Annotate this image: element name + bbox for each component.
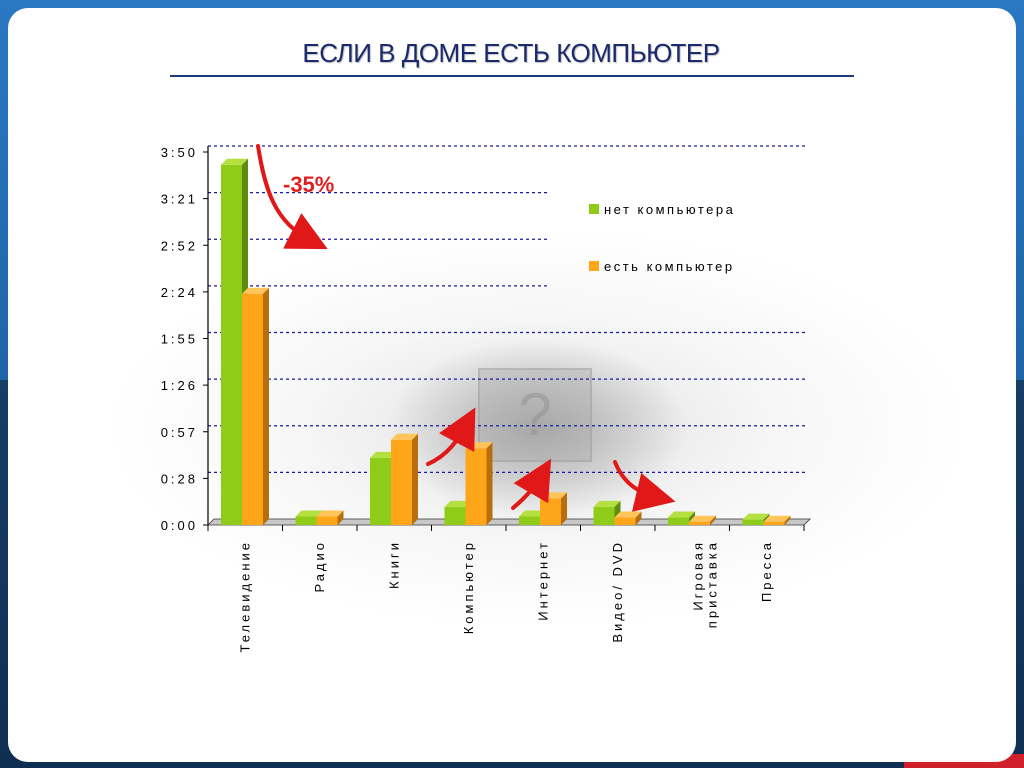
y-tick-label: 2:52 (161, 238, 198, 253)
legend-swatch-with-computer (589, 261, 599, 271)
slide-title: ЕСЛИ В ДОМЕ ЕСТЬ КОМПЬЮТЕР (302, 38, 720, 68)
bar-with-computer (316, 510, 344, 525)
trend-arrow-icon (613, 460, 676, 512)
legend: нет компьютера есть компьютер (589, 202, 735, 274)
bar-with-computer (242, 287, 269, 525)
x-tick-label: Компьютер (461, 540, 476, 634)
x-tick-label: Радио (312, 540, 327, 593)
annotations: -35% (256, 144, 676, 512)
y-tick-label: 1:55 (161, 332, 198, 347)
legend-label-with-computer: есть компьютер (604, 259, 735, 274)
x-tick-labels: Телевидение Радио Книги Компьютер Интернет Ви… (237, 540, 774, 652)
legend-swatch-no-computer (589, 204, 599, 214)
trend-arrow-icon (426, 407, 476, 466)
trend-arrow-icon (256, 144, 328, 250)
bar-with-computer (540, 492, 567, 525)
bar-with-computer (689, 515, 716, 525)
y-tick-label: 0:00 (161, 518, 198, 533)
bars (221, 158, 791, 525)
annotation-percent: -35% (283, 172, 334, 197)
y-tick-label: 3:50 (161, 145, 198, 160)
bar-with-computer (391, 433, 418, 525)
legend-label-no-computer: нет компьютера (604, 202, 735, 217)
y-tick-label: 1:26 (161, 378, 198, 393)
bar-with-computer (465, 442, 493, 525)
y-tick-label: 0:28 (161, 471, 198, 486)
x-tick-label: Телевидение (237, 540, 252, 652)
x-tick-label: Пресса (759, 540, 774, 602)
y-tick-label: 2:24 (161, 285, 198, 300)
y-tick-label: 3:21 (161, 192, 198, 207)
bar-with-computer (763, 515, 791, 525)
grid-lines (208, 145, 806, 474)
y-tick-labels: 0:00 0:28 0:57 1:26 1:55 2:24 2:52 3:21 3:50 (161, 145, 198, 533)
x-tick-label: Видео/ DVD (610, 540, 625, 643)
x-tick-label: Игроваяприставка (690, 540, 719, 628)
bar-with-computer (614, 511, 642, 525)
axes (203, 146, 811, 531)
y-tick-label: 0:57 (161, 425, 198, 440)
x-tick-label: Интернет (535, 540, 550, 621)
trend-arrow-icon (511, 458, 552, 510)
title-underline (170, 75, 854, 77)
x-tick-label: Книги (386, 540, 401, 589)
